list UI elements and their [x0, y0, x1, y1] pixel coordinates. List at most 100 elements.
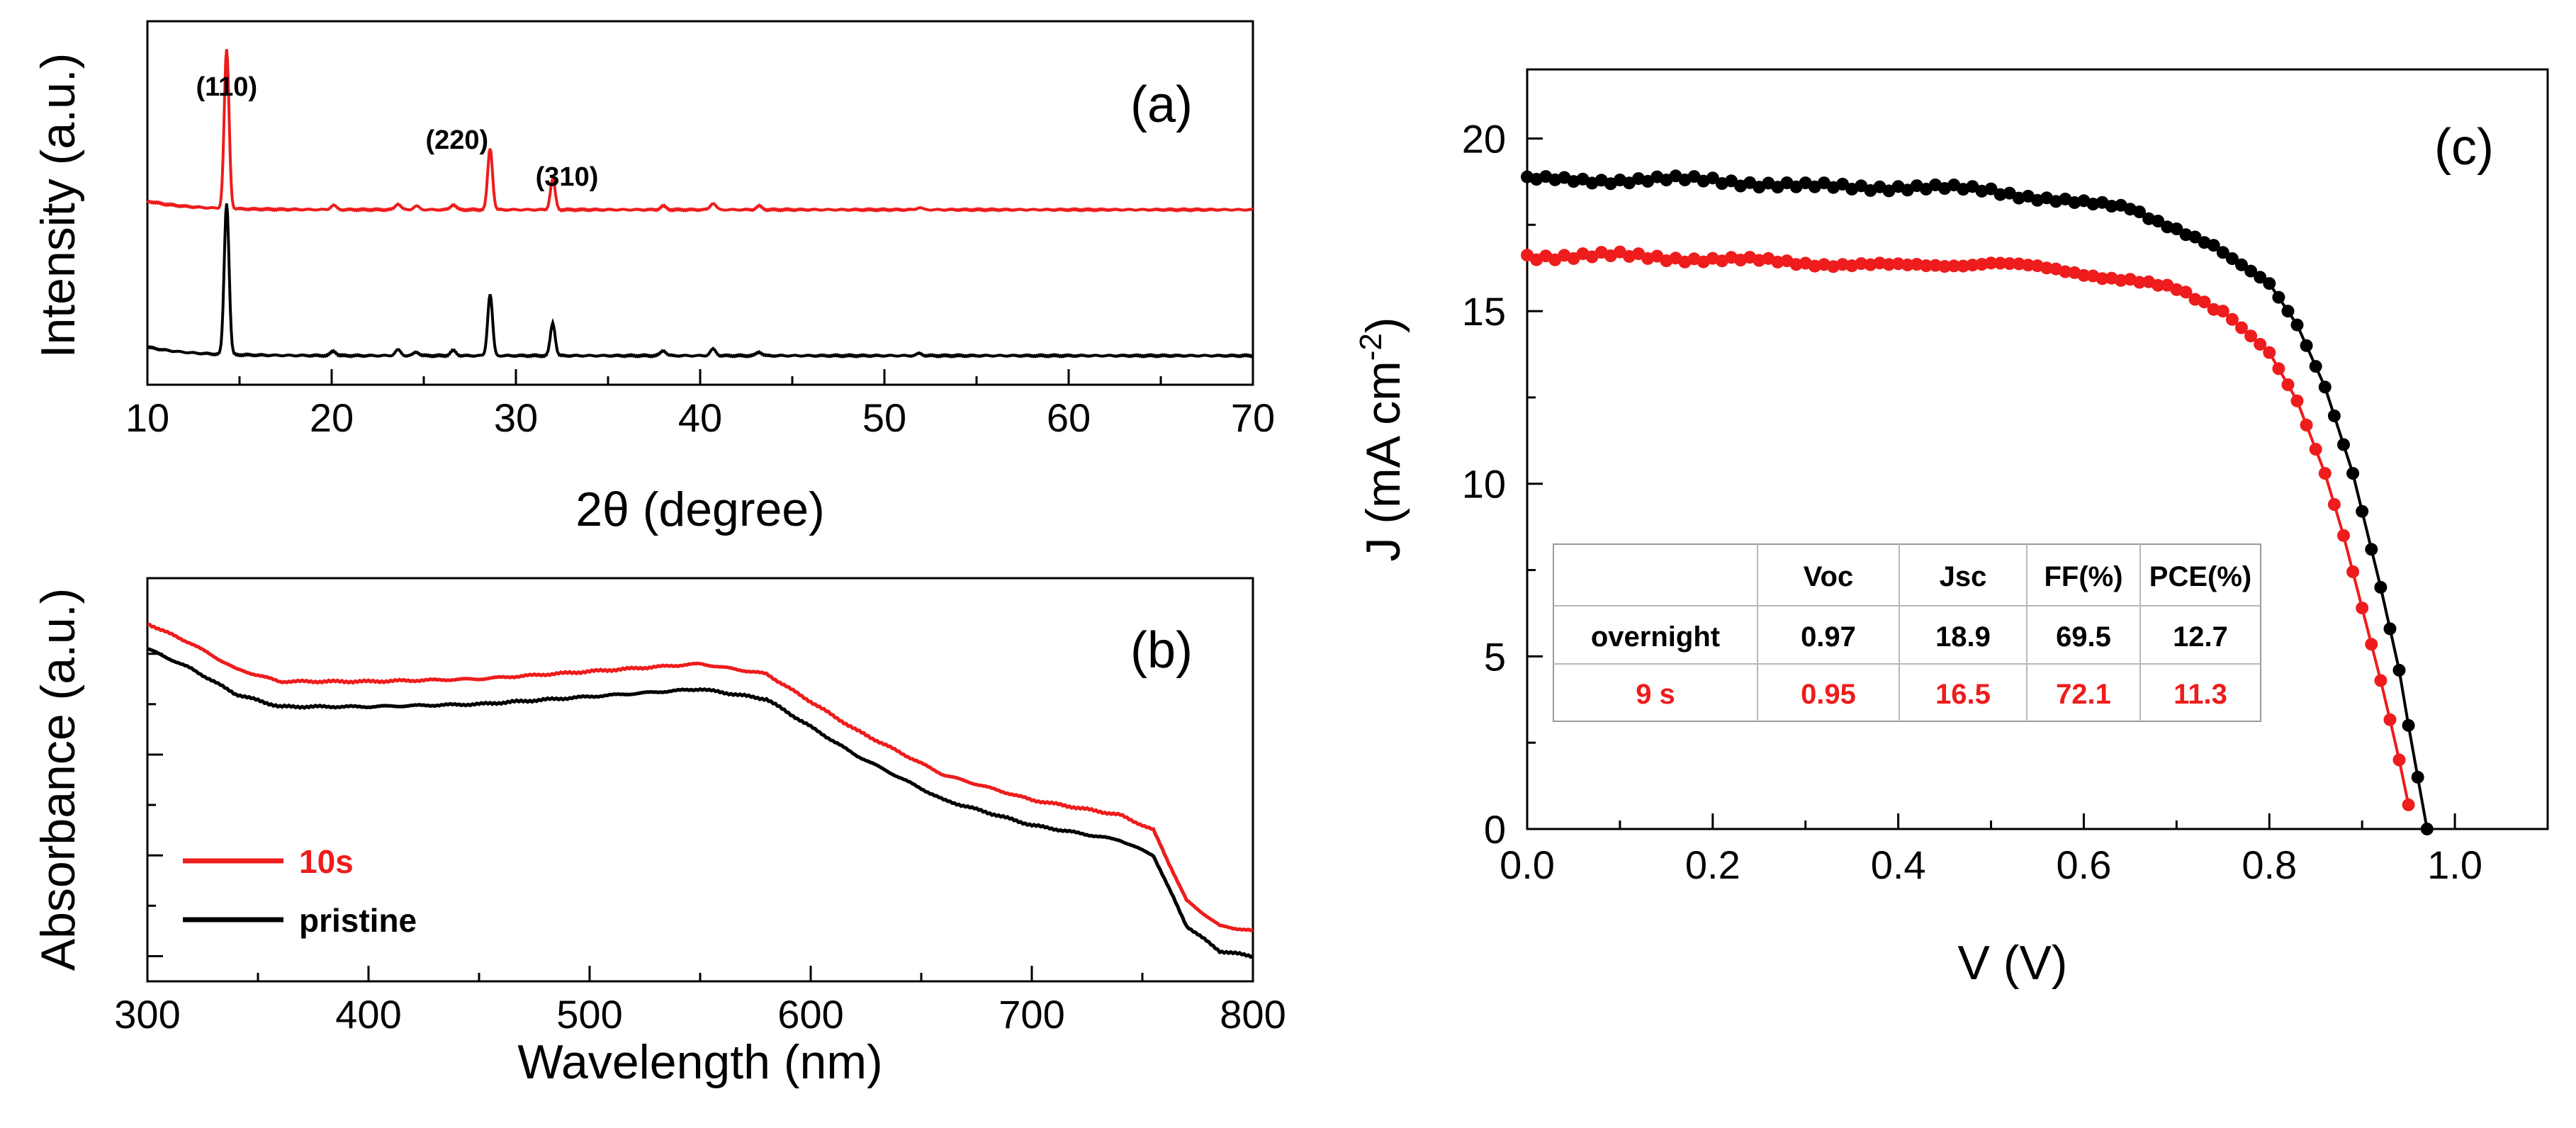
panel-b-xtick-label-700: 700 [999, 992, 1064, 1037]
panel-b-ticks: 300 400 500 600 700 800 [114, 653, 1286, 1037]
panel-c-point [1984, 256, 1998, 270]
panel-c-point [2179, 286, 2193, 299]
panel-c-point [2290, 318, 2304, 332]
table-row-9s-label: 9 s [1636, 679, 1675, 710]
panel-c-point [2170, 222, 2183, 235]
panel-c-point [2337, 529, 2350, 542]
panel-c-point [1855, 257, 1868, 270]
panel-c-ytick-label-5: 5 [1484, 634, 1506, 679]
panel-c-point [2309, 360, 2322, 373]
panel-c-point [1966, 259, 1979, 272]
panel-c-point [1957, 259, 1970, 273]
panel-c-point [2290, 394, 2304, 407]
panel-a-frame [146, 20, 1254, 386]
panel-c-point [2040, 261, 2054, 275]
panel-c-point [1984, 182, 1998, 196]
panel-a-peak-label-(220): (220) [425, 125, 488, 155]
panel-c-point [2281, 378, 2295, 391]
panel-b-xtick-label-400: 400 [335, 992, 401, 1037]
panel-c-point [2392, 663, 2406, 677]
panel-c-point [2133, 205, 2146, 218]
panel-c-series-overnight [1521, 169, 2434, 835]
panel-c-series [1521, 169, 2434, 835]
panel-c-xtick-label-0.8: 0.8 [2242, 842, 2297, 887]
panel-c-point [2105, 200, 2118, 213]
panel-c-point [2077, 269, 2091, 282]
panel-c-point [2318, 467, 2332, 480]
panel-a-peak-labels: (110) (220) (310) [196, 72, 598, 192]
table-row-overnight-ff: 69.5 [2056, 621, 2111, 653]
panel-c-point [2383, 713, 2397, 726]
panel-c-point [1882, 258, 1896, 271]
panel-c-point [1938, 260, 1952, 273]
panel-c-point [2272, 362, 2285, 376]
panel-a-xtick-label-10: 10 [125, 395, 169, 440]
panel-a-ticks: 10 20 30 40 50 60 70 [125, 369, 1275, 440]
panel-c-point [2365, 543, 2378, 556]
panel-c-point [2225, 252, 2239, 265]
panel-c-point [2402, 798, 2415, 811]
table-row-overnight-jsc: 18.9 [1935, 621, 1991, 653]
panel-c-point [2198, 295, 2211, 309]
panel-a: 10 20 30 40 50 60 70 (110) (220) (310) (a) 2θ (d… [31, 20, 1275, 536]
panel-c-point [2235, 258, 2248, 271]
panel-c-point [2337, 438, 2350, 451]
table-header-jsc: Jsc [1940, 561, 1987, 592]
panel-c-point [2392, 753, 2406, 767]
panel-c-point [2152, 278, 2165, 292]
panel-c-point [2254, 337, 2267, 351]
panel-c-point [2059, 265, 2072, 278]
panel-a-xtick-label-20: 20 [310, 395, 354, 440]
panel-c-point [1929, 259, 1942, 272]
panel-a-xtick-label-30: 30 [494, 395, 538, 440]
panel-c-point [2114, 273, 2127, 287]
table-row-9s-jsc: 16.5 [1935, 679, 1991, 710]
panel-c-point [1725, 174, 1738, 188]
panel-c-xtick-label-1.0: 1.0 [2427, 842, 2482, 887]
panel-c-xtick-label-0.2: 0.2 [1685, 842, 1740, 887]
panel-c-point [1993, 256, 2007, 270]
panel-c-frame [1526, 68, 2549, 830]
panel-a-xlabel: 2θ (degree) [575, 483, 825, 536]
panel-c-ytick-label-10: 10 [1462, 462, 1506, 507]
panel-c-xtick-label-0.6: 0.6 [2057, 842, 2112, 887]
panel-b-legend: 10s pristine [183, 843, 417, 939]
panel-c-point [2272, 291, 2285, 304]
panel-c-point [2411, 770, 2424, 784]
panel-b-xlabel: Wavelength (nm) [517, 1035, 882, 1089]
panel-a-ylabel: Intensity (a.u.) [31, 53, 85, 359]
panel-c-point [2346, 565, 2360, 578]
panel-c-ytick-label-20: 20 [1462, 116, 1506, 161]
panel-c-point [1891, 257, 1905, 271]
panel-c-ylabel-sup: -2 [1354, 333, 1388, 361]
panel-b-xtick-label-600: 600 [777, 992, 843, 1037]
panel-c-point [2263, 277, 2276, 291]
table-header-voc: Voc [1804, 561, 1853, 592]
panel-c-point [2152, 215, 2165, 227]
panel-c-point [2402, 718, 2415, 732]
table-row-overnight-voc: 0.97 [1801, 621, 1856, 653]
table-header-pce: PCE(%) [2149, 561, 2251, 592]
table-row-9s-voc: 0.95 [1801, 679, 1856, 710]
panel-b-series [147, 622, 1254, 959]
panel-c-point [2309, 443, 2322, 456]
panel-b-series-pristine [147, 647, 1254, 959]
table-row-overnight-pce: 12.7 [2173, 621, 2228, 653]
panel-c-point [2133, 276, 2146, 289]
panel-c-point [2225, 312, 2239, 326]
panel-c-point [2327, 498, 2341, 511]
panel-a-series-pristine [146, 203, 1254, 359]
panel-c: 0.0 0.2 0.4 0.6 0.8 1.0 0 5 10 15 20 (c) V (V) J (… [1354, 68, 2549, 990]
panel-a-series [146, 49, 1254, 359]
panel-c-point [2207, 239, 2220, 252]
panel-a-label: (a) [1130, 77, 1193, 133]
panel-b-xtick-label-300: 300 [114, 992, 180, 1037]
panel-c-point [2356, 602, 2369, 615]
panel-c-point [2096, 272, 2109, 286]
panel-c-point [1901, 258, 1914, 271]
panel-b-xtick-label-500: 500 [556, 992, 622, 1037]
panel-c-point [2254, 271, 2267, 284]
panel-b: 300 400 500 600 700 800 (b) Wavelength (nm) A… [31, 577, 1286, 1089]
panel-c-point [2281, 305, 2295, 318]
